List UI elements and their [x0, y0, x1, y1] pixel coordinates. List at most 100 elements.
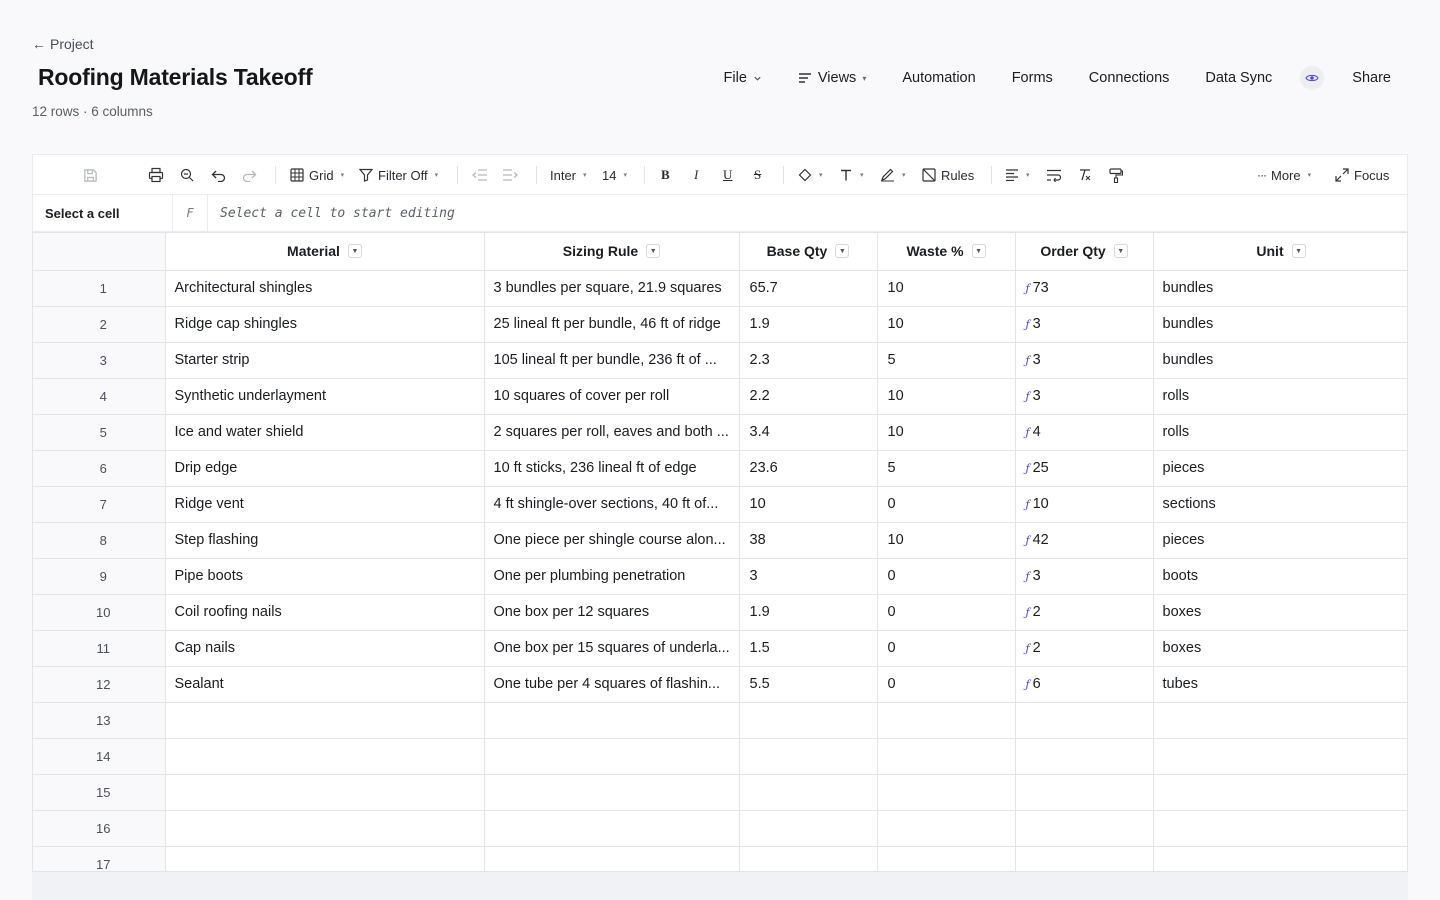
print-button[interactable]: [148, 155, 164, 195]
unit-cell[interactable]: boxes: [1153, 630, 1407, 667]
column-menu-button[interactable]: ▼: [1291, 244, 1306, 259]
column-header-waste-pct[interactable]: Waste % ▼: [877, 233, 1016, 271]
data-sync-menu[interactable]: Data Sync: [1205, 70, 1273, 86]
share-button[interactable]: Share: [1352, 70, 1391, 86]
empty-cell[interactable]: [484, 810, 740, 847]
conditional-rules-button[interactable]: Rules: [922, 155, 974, 195]
empty-cell[interactable]: [1015, 810, 1154, 847]
unit-cell[interactable]: sections: [1153, 486, 1407, 523]
column-menu-button[interactable]: ▼: [1113, 244, 1128, 259]
row-number[interactable]: 5: [33, 414, 166, 451]
base-qty-cell[interactable]: 1.5: [739, 630, 878, 667]
connections-menu[interactable]: Connections: [1088, 70, 1170, 86]
waste-cell[interactable]: 10: [877, 378, 1016, 415]
base-qty-cell[interactable]: 38: [739, 522, 878, 559]
focus-mode-button[interactable]: Focus: [1335, 155, 1389, 195]
waste-cell[interactable]: 5: [877, 450, 1016, 487]
empty-cell[interactable]: [1015, 738, 1154, 775]
base-qty-cell[interactable]: 2.3: [739, 342, 878, 379]
forms-menu[interactable]: Forms: [1011, 70, 1053, 86]
empty-cell[interactable]: [484, 702, 740, 739]
column-header-sizing-rule[interactable]: Sizing Rule ▼: [484, 233, 740, 271]
order-qty-cell[interactable]: ƒ 25: [1015, 450, 1154, 487]
waste-cell[interactable]: 0: [877, 666, 1016, 703]
fill-color-dropdown[interactable]: ▾: [798, 155, 823, 195]
sizing-rule-cell[interactable]: 3 bundles per square, 21.9 squares: [484, 270, 740, 307]
base-qty-cell[interactable]: 23.6: [739, 450, 878, 487]
text-color-dropdown[interactable]: ▾: [839, 155, 864, 195]
zoom-out-button[interactable]: [180, 155, 194, 195]
column-menu-button[interactable]: ▼: [347, 244, 362, 259]
material-cell[interactable]: Pipe boots: [165, 558, 485, 595]
sizing-rule-cell[interactable]: 4 ft shingle-over sections, 40 ft of...: [484, 486, 740, 523]
empty-cell[interactable]: [1153, 774, 1407, 811]
row-number[interactable]: 11: [33, 630, 166, 667]
empty-cell[interactable]: [877, 774, 1016, 811]
sizing-rule-cell[interactable]: 10 ft sticks, 236 lineal ft of edge: [484, 450, 740, 487]
decrease-indent-button[interactable]: [472, 155, 488, 195]
border-dropdown[interactable]: ▾: [880, 155, 906, 195]
sizing-rule-cell[interactable]: 10 squares of cover per roll: [484, 378, 740, 415]
save-button[interactable]: [83, 155, 98, 195]
empty-cell[interactable]: [739, 846, 878, 871]
unit-cell[interactable]: boxes: [1153, 594, 1407, 631]
more-dropdown[interactable]: ··· More ▾: [1257, 155, 1311, 195]
empty-cell[interactable]: [165, 774, 485, 811]
sizing-rule-cell[interactable]: One tube per 4 squares of flashin...: [484, 666, 740, 703]
font-size-dropdown[interactable]: 14 ▾: [602, 155, 627, 195]
undo-button[interactable]: [211, 155, 226, 195]
column-header-order-qty[interactable]: Order Qty ▼: [1015, 233, 1154, 271]
empty-cell[interactable]: [877, 738, 1016, 775]
base-qty-cell[interactable]: 2.2: [739, 378, 878, 415]
empty-cell[interactable]: [877, 846, 1016, 871]
sizing-rule-cell[interactable]: 2 squares per roll, eaves and both ...: [484, 414, 740, 451]
bold-button[interactable]: B: [661, 167, 670, 182]
order-qty-cell[interactable]: ƒ 73: [1015, 270, 1154, 307]
waste-cell[interactable]: 0: [877, 594, 1016, 631]
waste-cell[interactable]: 10: [877, 522, 1016, 559]
waste-cell[interactable]: 10: [877, 270, 1016, 307]
view-type-dropdown[interactable]: Grid ▾: [290, 155, 344, 195]
unit-cell[interactable]: bundles: [1153, 270, 1407, 307]
unit-cell[interactable]: boots: [1153, 558, 1407, 595]
empty-cell[interactable]: [1153, 810, 1407, 847]
row-number[interactable]: 12: [33, 666, 166, 703]
material-cell[interactable]: Starter strip: [165, 342, 485, 379]
align-dropdown[interactable]: ▾: [1005, 155, 1030, 195]
row-number[interactable]: 17: [33, 846, 166, 871]
order-qty-cell[interactable]: ƒ 42: [1015, 522, 1154, 559]
empty-cell[interactable]: [1015, 702, 1154, 739]
preview-button[interactable]: [1300, 66, 1325, 90]
row-number[interactable]: 4: [33, 378, 166, 415]
sizing-rule-cell[interactable]: One per plumbing penetration: [484, 558, 740, 595]
unit-cell[interactable]: tubes: [1153, 666, 1407, 703]
empty-cell[interactable]: [484, 738, 740, 775]
base-qty-cell[interactable]: 1.9: [739, 594, 878, 631]
material-cell[interactable]: Ice and water shield: [165, 414, 485, 451]
increase-indent-button[interactable]: [502, 155, 518, 195]
material-cell[interactable]: Cap nails: [165, 630, 485, 667]
row-number[interactable]: 7: [33, 486, 166, 523]
empty-cell[interactable]: [739, 702, 878, 739]
empty-cell[interactable]: [165, 810, 485, 847]
column-header-base-qty[interactable]: Base Qty ▼: [739, 233, 878, 271]
material-cell[interactable]: Drip edge: [165, 450, 485, 487]
base-qty-cell[interactable]: 10: [739, 486, 878, 523]
wrap-text-button[interactable]: [1046, 155, 1062, 195]
sizing-rule-cell[interactable]: 25 lineal ft per bundle, 46 ft of ridge: [484, 306, 740, 343]
row-number[interactable]: 9: [33, 558, 166, 595]
corner-cell[interactable]: [33, 233, 166, 271]
waste-cell[interactable]: 0: [877, 630, 1016, 667]
waste-cell[interactable]: 0: [877, 558, 1016, 595]
sizing-rule-cell[interactable]: One box per 15 squares of underla...: [484, 630, 740, 667]
file-menu[interactable]: File: [724, 70, 762, 86]
empty-cell[interactable]: [739, 810, 878, 847]
views-menu[interactable]: Views ▾: [798, 70, 866, 86]
unit-cell[interactable]: bundles: [1153, 306, 1407, 343]
empty-cell[interactable]: [1015, 846, 1154, 871]
base-qty-cell[interactable]: 65.7: [739, 270, 878, 307]
